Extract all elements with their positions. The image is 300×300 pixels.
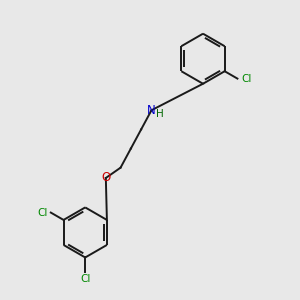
Text: N: N xyxy=(147,104,156,117)
Text: O: O xyxy=(101,172,110,184)
Text: Cl: Cl xyxy=(37,208,47,218)
Text: Cl: Cl xyxy=(241,74,251,84)
Text: H: H xyxy=(156,109,164,119)
Text: Cl: Cl xyxy=(80,274,90,284)
